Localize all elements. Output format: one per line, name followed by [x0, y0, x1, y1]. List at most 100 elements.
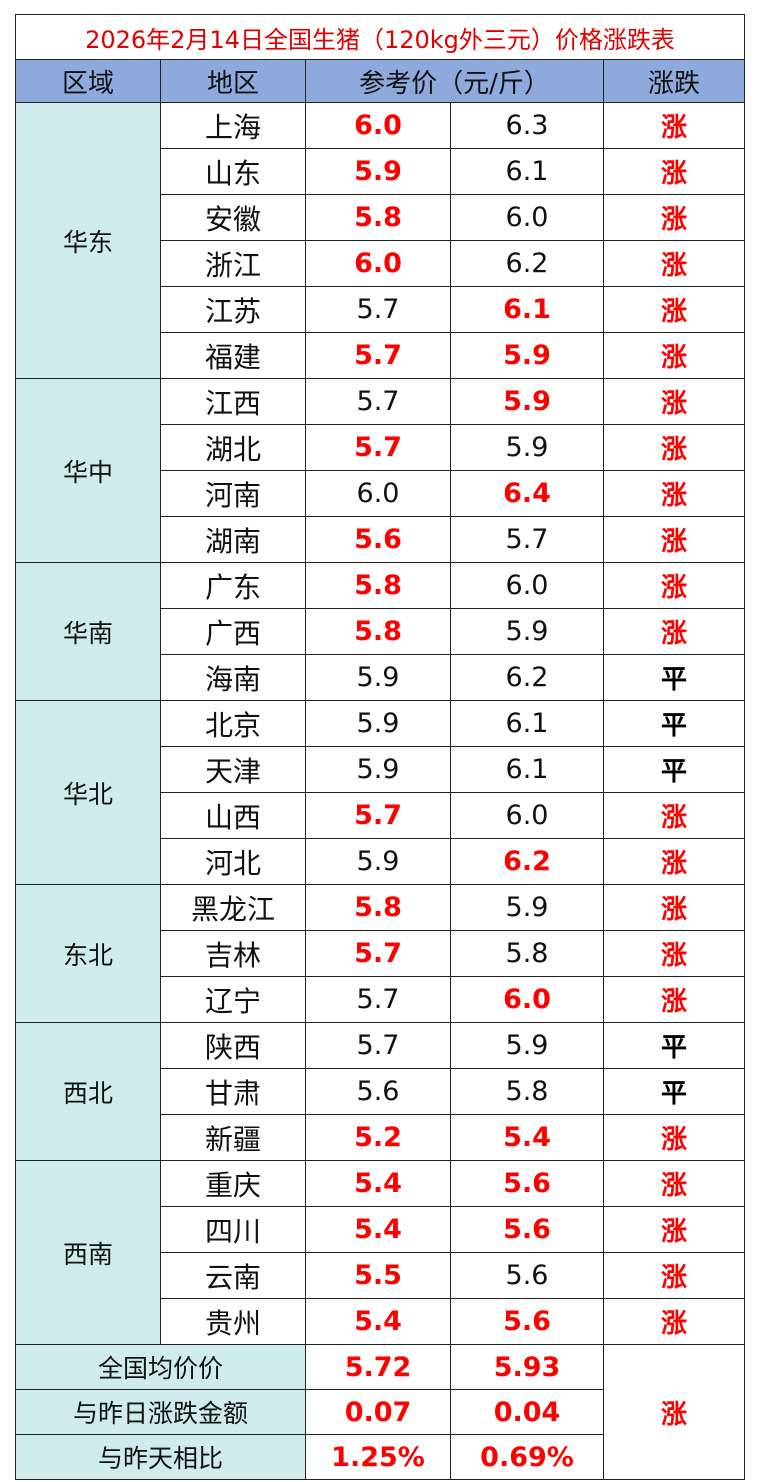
table-row: 吉林 5.7 5.8 涨 [16, 930, 745, 977]
trend-cell: 涨 [603, 332, 745, 379]
summary-trend: 涨 [603, 1344, 745, 1480]
table-row: 湖南 5.6 5.7 涨 [16, 516, 745, 563]
price-cell: 5.7 [305, 378, 451, 425]
price-cell: 5.8 [305, 884, 451, 931]
price-cell: 6.1 [450, 746, 604, 793]
table-row: 浙江 6.0 6.2 涨 [16, 240, 745, 287]
trend-cell: 平 [603, 1068, 745, 1115]
summary-row: 与昨日涨跌金额 0.07 0.04 [15, 1389, 745, 1435]
trend-cell: 涨 [603, 884, 745, 931]
summary-value: 0.07 [305, 1389, 451, 1435]
area-cell: 四川 [160, 1206, 306, 1253]
area-cell: 云南 [160, 1252, 306, 1299]
title-row: 2026年2月14日全国生猪（120kg外三元）价格涨跌表 [15, 14, 745, 60]
price-cell: 6.4 [450, 470, 604, 517]
price-cell: 6.2 [450, 240, 604, 287]
price-cell: 5.7 [450, 516, 604, 563]
area-cell: 天津 [160, 746, 306, 793]
price-cell: 5.7 [305, 1022, 451, 1069]
price-cell: 5.8 [450, 930, 604, 977]
price-cell: 6.3 [450, 102, 604, 149]
trend-cell: 涨 [603, 608, 745, 655]
price-cell: 5.8 [305, 562, 451, 609]
table-row: 华北 北京 5.9 6.1 平 [15, 700, 745, 885]
price-cell: 5.6 [305, 516, 451, 563]
header-row: 区域 地区 参考价（元/斤） 涨跌 [15, 59, 745, 103]
price-cell: 5.7 [305, 286, 451, 333]
price-cell: 6.0 [305, 102, 451, 149]
price-cell: 5.9 [450, 378, 604, 425]
table-row: 甘肃 5.6 5.8 平 [16, 1068, 745, 1115]
area-cell: 北京 [160, 700, 306, 747]
price-cell: 6.2 [450, 654, 604, 701]
region-cell: 西南 [15, 1160, 161, 1345]
trend-cell: 涨 [603, 930, 745, 977]
price-cell: 5.8 [305, 608, 451, 655]
trend-cell: 涨 [603, 976, 745, 1023]
table-row: 湖北 5.7 5.9 涨 [16, 424, 745, 471]
summary-row: 与昨天相比 1.25% 0.69% [15, 1434, 745, 1480]
area-cell: 山东 [160, 148, 306, 195]
price-cell: 6.0 [305, 470, 451, 517]
table-row: 华东 上海 6.0 6.3 涨 [15, 102, 745, 379]
price-cell: 6.0 [305, 240, 451, 287]
table-row: 河南 6.0 6.4 涨 [16, 470, 745, 517]
area-cell: 广西 [160, 608, 306, 655]
price-cell: 6.0 [450, 792, 604, 839]
price-cell: 5.9 [450, 884, 604, 931]
trend-cell: 涨 [603, 1206, 745, 1253]
price-cell: 5.9 [450, 608, 604, 655]
price-table: 2026年2月14日全国生猪（120kg外三元）价格涨跌表 区域 地区 参考价（… [15, 14, 745, 1480]
table-row: 天津 5.9 6.1 平 [16, 746, 745, 793]
area-cell: 江西 [160, 378, 306, 425]
trend-cell: 涨 [603, 148, 745, 195]
price-table-body: 2026年2月14日全国生猪（120kg外三元）价格涨跌表 区域 地区 参考价（… [15, 14, 745, 1480]
price-cell: 6.1 [450, 286, 604, 333]
table-title: 2026年2月14日全国生猪（120kg外三元）价格涨跌表 [15, 14, 745, 60]
area-cell: 江苏 [160, 286, 306, 333]
trend-cell: 涨 [603, 792, 745, 839]
price-cell: 5.9 [450, 424, 604, 471]
area-cell: 辽宁 [160, 976, 306, 1023]
price-cell: 5.9 [305, 746, 451, 793]
price-cell: 5.9 [450, 332, 604, 379]
price-cell: 6.2 [450, 838, 604, 885]
trend-cell: 涨 [603, 562, 745, 609]
table-row: 安徽 5.8 6.0 涨 [16, 194, 745, 241]
header-region: 区域 [15, 59, 161, 103]
summary-row: 全国均价价 5.72 5.93 涨 [15, 1344, 745, 1480]
trend-cell: 涨 [603, 424, 745, 471]
price-cell: 5.9 [305, 654, 451, 701]
trend-cell: 涨 [603, 102, 745, 149]
table-row: 西南 重庆 5.4 5.6 涨 [15, 1160, 745, 1345]
region-cell: 华东 [15, 102, 161, 379]
price-cell: 5.7 [305, 792, 451, 839]
header-price: 参考价（元/斤） [305, 59, 604, 103]
trend-cell: 平 [603, 1022, 745, 1069]
price-cell: 5.6 [450, 1206, 604, 1253]
price-cell: 6.1 [450, 700, 604, 747]
area-cell: 安徽 [160, 194, 306, 241]
area-cell: 海南 [160, 654, 306, 701]
price-cell: 5.6 [450, 1298, 604, 1345]
area-cell: 甘肃 [160, 1068, 306, 1115]
summary-value: 1.25% [305, 1434, 451, 1480]
area-cell: 吉林 [160, 930, 306, 977]
region-cell: 东北 [15, 884, 161, 1023]
price-cell: 5.2 [305, 1114, 451, 1161]
price-cell: 5.6 [450, 1160, 604, 1207]
area-cell: 河北 [160, 838, 306, 885]
price-cell: 5.7 [305, 332, 451, 379]
summary-value: 5.93 [450, 1344, 604, 1390]
price-cell: 5.6 [450, 1252, 604, 1299]
table-row: 山东 5.9 6.1 涨 [16, 148, 745, 195]
area-cell: 福建 [160, 332, 306, 379]
price-cell: 6.0 [450, 562, 604, 609]
area-cell: 浙江 [160, 240, 306, 287]
table-row: 辽宁 5.7 6.0 涨 [16, 976, 745, 1023]
price-cell: 5.4 [305, 1160, 451, 1207]
area-cell: 新疆 [160, 1114, 306, 1161]
area-cell: 山西 [160, 792, 306, 839]
price-cell: 5.8 [450, 1068, 604, 1115]
region-cell: 华北 [15, 700, 161, 885]
